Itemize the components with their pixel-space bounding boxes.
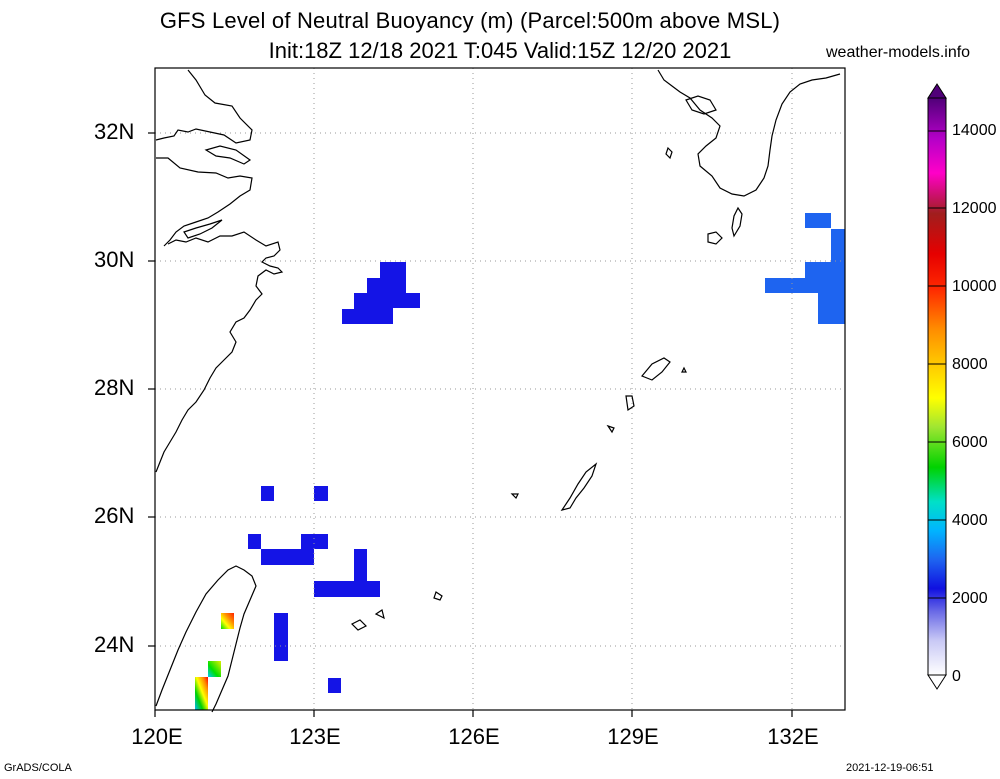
lon-tick-129e: 129E: [607, 724, 659, 749]
lat-tick-30n: 30N: [94, 247, 135, 272]
miyako: [433, 591, 443, 601]
footer-timestamp: 2021-12-19-06:51: [846, 762, 934, 774]
lon-tick-123e: 123E: [289, 724, 341, 749]
hangzhou-bay: [183, 219, 223, 239]
lat-tick-24n: 24N: [94, 632, 135, 657]
kyushu-coastline: [657, 69, 841, 197]
ishigaki: [350, 619, 368, 631]
okinoerabu: [606, 424, 615, 434]
colorbar-label-10000: 10000: [952, 278, 997, 295]
colorbar-label-12000: 12000: [952, 200, 997, 217]
lon-tick-132e: 132E: [767, 724, 819, 749]
koshiki-island: [665, 146, 673, 160]
axis-ticks: [148, 132, 793, 717]
map-grid: [155, 68, 845, 710]
colorbar-label-2000: 2000: [952, 590, 988, 607]
colorbar-top-arrow: [927, 83, 947, 99]
lon-tick-120e: 120E: [131, 724, 183, 749]
lnb-cell-c: [274, 613, 288, 661]
lat-tick-32n: 32N: [94, 119, 135, 144]
china-coastline: [155, 69, 284, 473]
lnb-shading: [195, 213, 845, 710]
lnb-high-cell-3: [195, 677, 208, 710]
minor-island-2: [681, 366, 687, 373]
yakushima: [707, 231, 723, 245]
lon-tick-126e: 126E: [448, 724, 500, 749]
yaeyama-2: [374, 609, 385, 620]
amakusa-islands: [685, 95, 717, 115]
lnb-high-cell-2: [208, 661, 221, 677]
amami-oshima: [641, 357, 671, 381]
yangtze-estuary: [204, 145, 252, 165]
map-title: GFS Level of Neutral Buoyancy (m) (Parce…: [159, 8, 781, 33]
map-subtitle: Init:18Z 12/18 2021 T:045 Valid:15Z 12/2…: [268, 38, 732, 63]
lnb-area-c: [314, 549, 380, 597]
lnb-cell-d: [328, 678, 341, 693]
lat-tick-26n: 26N: [94, 503, 135, 528]
lnb-area-b: [248, 534, 328, 565]
lnb-area-east-1: [805, 213, 831, 228]
colorbar-fill: [927, 97, 947, 676]
colorbar-label-4000: 4000: [952, 512, 988, 529]
colorbar: [927, 83, 947, 690]
lnb-high-cell-1: [221, 613, 234, 629]
lnb-cell-b: [314, 486, 328, 501]
taiwan-coastline: [155, 565, 257, 713]
colorbar-bottom-arrow: [927, 674, 947, 690]
tokunoshima: [625, 395, 635, 412]
colorbar-label-14000: 14000: [952, 122, 997, 139]
lnb-area-east-2: [765, 229, 845, 324]
source-label: weather-models.info: [826, 44, 971, 61]
lat-tick-28n: 28N: [94, 375, 135, 400]
okinawa: [560, 462, 598, 511]
lnb-area-east-china-sea: [342, 262, 420, 324]
colorbar-label-8000: 8000: [952, 356, 988, 373]
minor-island-1: [510, 493, 519, 500]
coastlines: [155, 69, 841, 713]
colorbar-label-0: 0: [952, 668, 961, 685]
colorbar-label-6000: 6000: [952, 434, 988, 451]
lnb-cell-a: [261, 486, 274, 501]
tanegashima: [731, 206, 743, 238]
footer-grads-label: GrADS/COLA: [4, 762, 72, 774]
